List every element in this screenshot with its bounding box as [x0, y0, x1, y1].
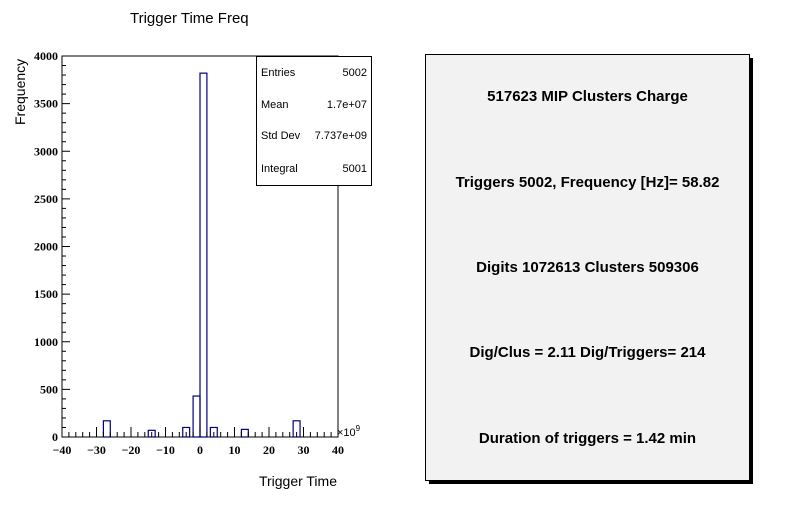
stats-label: Entries	[261, 67, 296, 79]
y-tick-label: 3000	[34, 144, 58, 158]
x-axis-ticks: −40 −30 −20 −10 0 10 20 30 40	[53, 427, 344, 457]
info-line-clusters-charge: 517623 MIP Clusters Charge	[487, 88, 688, 105]
info-line-dig-clus: Dig/Clus = 2.11 Dig/Triggers= 214	[469, 344, 706, 361]
x-tick-label: 30	[298, 443, 310, 457]
x-tick-label: −20	[122, 443, 141, 457]
x-tick-label: 0	[197, 443, 203, 457]
stats-row-entries: Entries 5002	[261, 67, 367, 81]
stats-label: Integral	[261, 163, 298, 175]
y-tick-label: 500	[40, 382, 58, 396]
histogram-bin	[192, 395, 201, 438]
stats-value: 5001	[342, 163, 367, 175]
x-tick-label: −30	[87, 443, 106, 457]
stats-value: 5002	[342, 67, 367, 79]
y-tick-label: 0	[52, 430, 58, 444]
info-line-duration: Duration of triggers = 1.42 min	[478, 430, 697, 447]
x-exponent-base: ×10	[337, 427, 356, 439]
y-tick-label: 1500	[34, 287, 58, 301]
x-axis-title: Trigger Time	[259, 473, 337, 489]
y-tick-label: 2000	[34, 240, 58, 254]
stats-box: Entries 5002 Mean 1.7e+07 Std Dev 7.737e…	[256, 56, 372, 186]
info-line-triggers: Triggers 5002, Frequency [Hz]= 58.82	[455, 174, 720, 191]
x-tick-label: −40	[53, 443, 72, 457]
x-tick-label: 20	[263, 443, 275, 457]
histogram-bin	[240, 428, 249, 438]
x-tick-label: −10	[156, 443, 175, 457]
y-tick-label: 1000	[34, 335, 58, 349]
x-exponent-power: 9	[356, 424, 361, 433]
stats-label: Mean	[261, 99, 289, 111]
stats-value: 7.737e+09	[314, 130, 367, 142]
stats-value: 1.7e+07	[326, 99, 367, 111]
info-panel: 517623 MIP Clusters Charge Triggers 5002…	[425, 54, 750, 481]
x-tick-label: 10	[229, 443, 241, 457]
histogram-bin	[199, 72, 208, 438]
stats-row-std-dev: Std Dev 7.737e+09	[261, 130, 367, 144]
y-tick-label: 3500	[34, 97, 58, 111]
x-axis-exponent: ×109	[337, 424, 361, 439]
stats-label: Std Dev	[261, 130, 301, 142]
y-axis-ticks: 0 500 1000 1500 2000 2500 3000 3500 4000	[34, 49, 70, 444]
y-tick-label: 2500	[34, 192, 58, 206]
y-tick-label: 4000	[34, 49, 58, 63]
x-tick-label: 40	[332, 443, 344, 457]
stats-row-mean: Mean 1.7e+07	[261, 99, 367, 113]
chart-title: Trigger Time Freq	[130, 10, 249, 27]
info-line-digits: Digits 1072613 Clusters 509306	[476, 259, 699, 276]
y-axis-title: Frequency	[12, 59, 28, 125]
histogram-bin	[102, 420, 111, 438]
stats-row-integral: Integral 5001	[261, 163, 367, 177]
